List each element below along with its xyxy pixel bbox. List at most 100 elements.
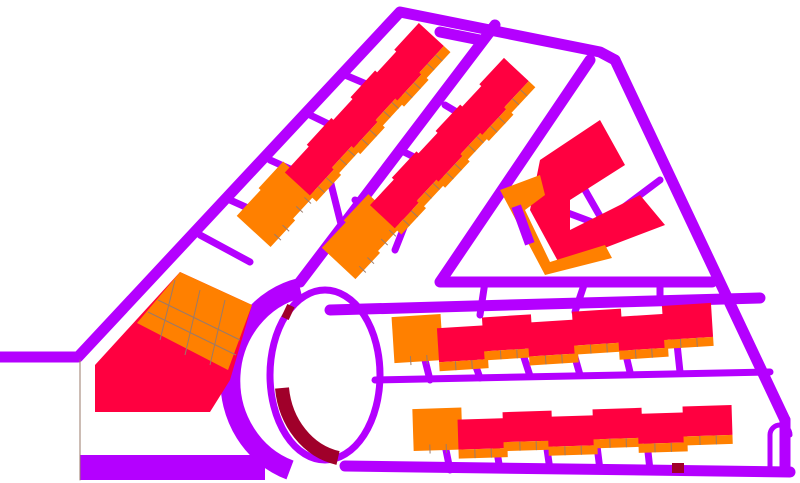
building-block <box>481 314 534 361</box>
unit-divider <box>295 205 304 213</box>
unit-divider <box>454 361 457 371</box>
building-block <box>661 302 714 349</box>
building-annex <box>574 342 624 355</box>
building <box>637 412 688 444</box>
unit-divider <box>339 158 347 166</box>
unit-divider <box>388 229 397 237</box>
unit-divider <box>383 110 391 118</box>
building-block <box>526 319 579 366</box>
u-building-passage <box>511 204 535 246</box>
unit-divider <box>499 350 502 360</box>
cul-de-sac <box>767 422 793 473</box>
unit-divider <box>361 138 369 146</box>
building-annex <box>458 448 508 459</box>
building-block <box>236 189 296 248</box>
road-segment <box>476 278 489 319</box>
unit-divider <box>402 219 410 227</box>
unit-divider <box>544 355 547 365</box>
building-block <box>502 410 553 452</box>
road-segment <box>434 26 486 46</box>
unit-divider <box>520 89 528 97</box>
building-block <box>321 221 381 280</box>
building-annex <box>638 442 688 453</box>
building <box>571 308 624 346</box>
unit-divider <box>325 177 334 185</box>
unit-divider <box>651 348 653 358</box>
building <box>616 313 669 351</box>
road-segment <box>571 278 589 316</box>
unit-divider <box>561 354 563 364</box>
road-bottom-left <box>80 455 265 480</box>
building <box>391 314 444 364</box>
building <box>236 189 296 248</box>
road-segment <box>196 231 254 266</box>
unit-divider <box>432 183 440 190</box>
building-annex <box>529 353 579 366</box>
building-west-annex <box>137 272 252 370</box>
building <box>526 319 579 357</box>
building <box>502 410 553 443</box>
building <box>412 407 463 452</box>
building-block <box>258 161 318 220</box>
building-annex <box>397 73 429 107</box>
building <box>258 161 318 220</box>
building-annex <box>683 434 733 446</box>
building <box>394 23 444 73</box>
u-building <box>530 120 665 265</box>
unit-divider <box>410 210 419 218</box>
plaza-accent-arc <box>275 387 340 465</box>
building-block <box>394 23 451 79</box>
unit-divider <box>317 186 326 194</box>
building-block <box>436 325 489 372</box>
building <box>479 57 529 108</box>
building <box>592 407 643 440</box>
building-annex <box>504 81 536 114</box>
building-block <box>547 415 598 456</box>
building-annex <box>664 336 714 349</box>
unit-divider <box>468 145 476 152</box>
road-segment <box>434 54 718 288</box>
unit-divider <box>476 136 484 144</box>
unit-divider <box>446 172 454 180</box>
building <box>343 194 402 252</box>
unit-divider <box>426 354 428 365</box>
u-building-annex <box>500 175 612 275</box>
unit-divider <box>634 349 637 359</box>
unit-divider <box>391 102 399 109</box>
unit-divider <box>347 149 356 157</box>
unit-divider <box>147 311 237 356</box>
unit-divider <box>358 265 367 273</box>
unit-divider <box>369 129 377 137</box>
building-annex <box>619 347 669 360</box>
unit-divider <box>512 98 520 106</box>
unit-divider <box>157 299 241 341</box>
building-block <box>343 194 402 252</box>
road-segment <box>339 460 796 478</box>
building <box>321 221 381 280</box>
unit-divider <box>304 197 312 204</box>
building-annex <box>593 437 643 449</box>
building-block <box>637 412 688 453</box>
road-segment <box>324 292 766 316</box>
building-block <box>457 418 508 459</box>
building-block <box>682 404 733 446</box>
building <box>436 325 489 363</box>
unit-divider <box>696 337 698 347</box>
unit-divider <box>413 82 421 90</box>
building <box>661 302 714 340</box>
building-annex <box>503 440 553 452</box>
building-blocks <box>95 23 733 459</box>
building-block <box>592 407 643 449</box>
unit-divider <box>427 63 435 71</box>
building <box>682 404 733 437</box>
unit-divider <box>282 224 290 232</box>
unit-divider <box>498 116 506 124</box>
road-segment <box>371 368 774 384</box>
unit-divider <box>471 360 473 370</box>
road-segment <box>421 356 434 384</box>
plaza-accent-block <box>281 303 295 321</box>
building-annex <box>484 348 534 361</box>
unit-divider <box>490 125 498 133</box>
building-annex <box>438 155 470 188</box>
unit-divider <box>435 54 443 62</box>
